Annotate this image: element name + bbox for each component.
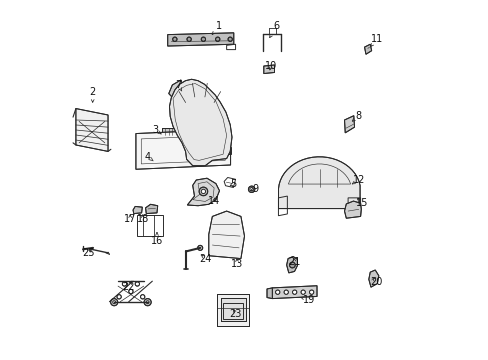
Text: 4: 4 [144,152,151,162]
Circle shape [201,189,205,194]
Circle shape [117,295,121,299]
Polygon shape [286,256,297,273]
Circle shape [215,37,220,41]
Text: 5: 5 [230,179,236,189]
Polygon shape [167,33,233,46]
Bar [136,215,163,236]
Polygon shape [168,80,183,99]
Polygon shape [187,178,219,206]
Circle shape [227,37,232,41]
Polygon shape [169,79,231,166]
Bar [223,302,242,319]
Polygon shape [364,44,371,54]
Text: 8: 8 [355,111,361,121]
Circle shape [128,289,133,294]
Polygon shape [263,65,274,73]
Circle shape [110,298,118,306]
Text: 17: 17 [124,214,136,224]
Text: 7: 7 [175,80,181,90]
Circle shape [284,290,288,294]
Bar [220,298,245,321]
Circle shape [140,295,144,299]
Text: 16: 16 [150,236,163,246]
Polygon shape [133,206,142,213]
Text: 13: 13 [231,259,243,269]
Polygon shape [344,116,354,133]
Circle shape [309,290,313,294]
Circle shape [301,290,305,294]
Polygon shape [272,286,316,298]
Circle shape [122,282,126,286]
Text: 10: 10 [264,61,277,71]
Circle shape [201,37,205,41]
Text: 15: 15 [355,198,368,208]
Circle shape [135,282,139,286]
Bar [162,128,176,135]
Polygon shape [368,270,378,287]
Polygon shape [344,201,361,218]
Text: 25: 25 [82,248,95,258]
Text: 3: 3 [152,125,158,135]
Circle shape [146,301,149,303]
Text: 6: 6 [273,21,279,31]
Text: 2: 2 [89,87,96,98]
Text: 19: 19 [302,295,314,305]
Text: 11: 11 [370,34,382,44]
Text: 18: 18 [136,214,148,224]
Text: 21: 21 [288,257,300,267]
Polygon shape [76,109,108,152]
Text: 22: 22 [122,282,134,292]
Circle shape [113,301,115,303]
Circle shape [186,37,191,41]
Polygon shape [208,211,244,258]
Bar [162,128,176,135]
Circle shape [144,298,151,306]
Circle shape [289,262,295,268]
Bar [220,298,245,321]
Circle shape [197,246,203,250]
Polygon shape [266,288,272,298]
Text: 14: 14 [207,197,220,206]
Text: 23: 23 [229,309,241,319]
Circle shape [275,290,279,294]
Text: 24: 24 [199,253,211,264]
Circle shape [292,290,296,294]
Text: 12: 12 [352,175,364,185]
Text: 1: 1 [216,21,222,31]
Circle shape [248,186,254,193]
Circle shape [172,37,177,41]
Circle shape [199,187,207,196]
Bar [217,294,248,326]
Bar [217,294,248,326]
Polygon shape [136,129,230,169]
Circle shape [249,188,253,191]
Text: 9: 9 [252,184,258,194]
Polygon shape [278,157,359,208]
Polygon shape [145,204,157,213]
Text: 20: 20 [370,277,382,287]
